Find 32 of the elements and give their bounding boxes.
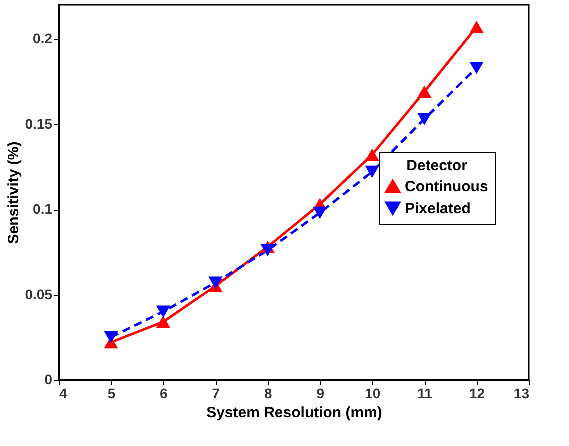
- x-tick-label: 9: [316, 386, 325, 402]
- x-axis-title: System Resolution (mm): [206, 404, 382, 422]
- legend-label: Continuous: [405, 178, 488, 196]
- point: [470, 62, 484, 74]
- point: [365, 148, 380, 162]
- x-tick-label: 5: [108, 386, 116, 402]
- x-tick-label: 10: [365, 386, 381, 402]
- point: [417, 86, 432, 98]
- y-tick-label: 0.1: [33, 201, 53, 218]
- x-tick-label: 8: [264, 386, 272, 402]
- point: [470, 21, 484, 34]
- point: [365, 166, 380, 178]
- x-tick-label: 13: [514, 386, 530, 402]
- y-tick-label: 0: [44, 372, 53, 388]
- point: [208, 276, 223, 289]
- x-tick-label: 7: [212, 386, 220, 402]
- y-tick-label: 0.15: [25, 116, 53, 132]
- y-axis-title: Sensitivity (%): [5, 142, 22, 244]
- x-tick-label: 4: [60, 386, 68, 402]
- point: [104, 331, 118, 344]
- y-tick-label: 0.2: [33, 30, 53, 47]
- point: [156, 306, 171, 318]
- legend-label: Pixelated: [405, 200, 471, 218]
- x-tick-label: 6: [160, 386, 168, 402]
- point: [156, 316, 171, 328]
- point: [417, 113, 432, 126]
- x-tick-label: 12: [469, 386, 486, 402]
- legend-title: Detector: [406, 158, 468, 174]
- point: [313, 206, 328, 220]
- x-tick-label: 11: [418, 386, 433, 402]
- y-tick-label: 0.05: [25, 286, 53, 302]
- point: [260, 244, 275, 257]
